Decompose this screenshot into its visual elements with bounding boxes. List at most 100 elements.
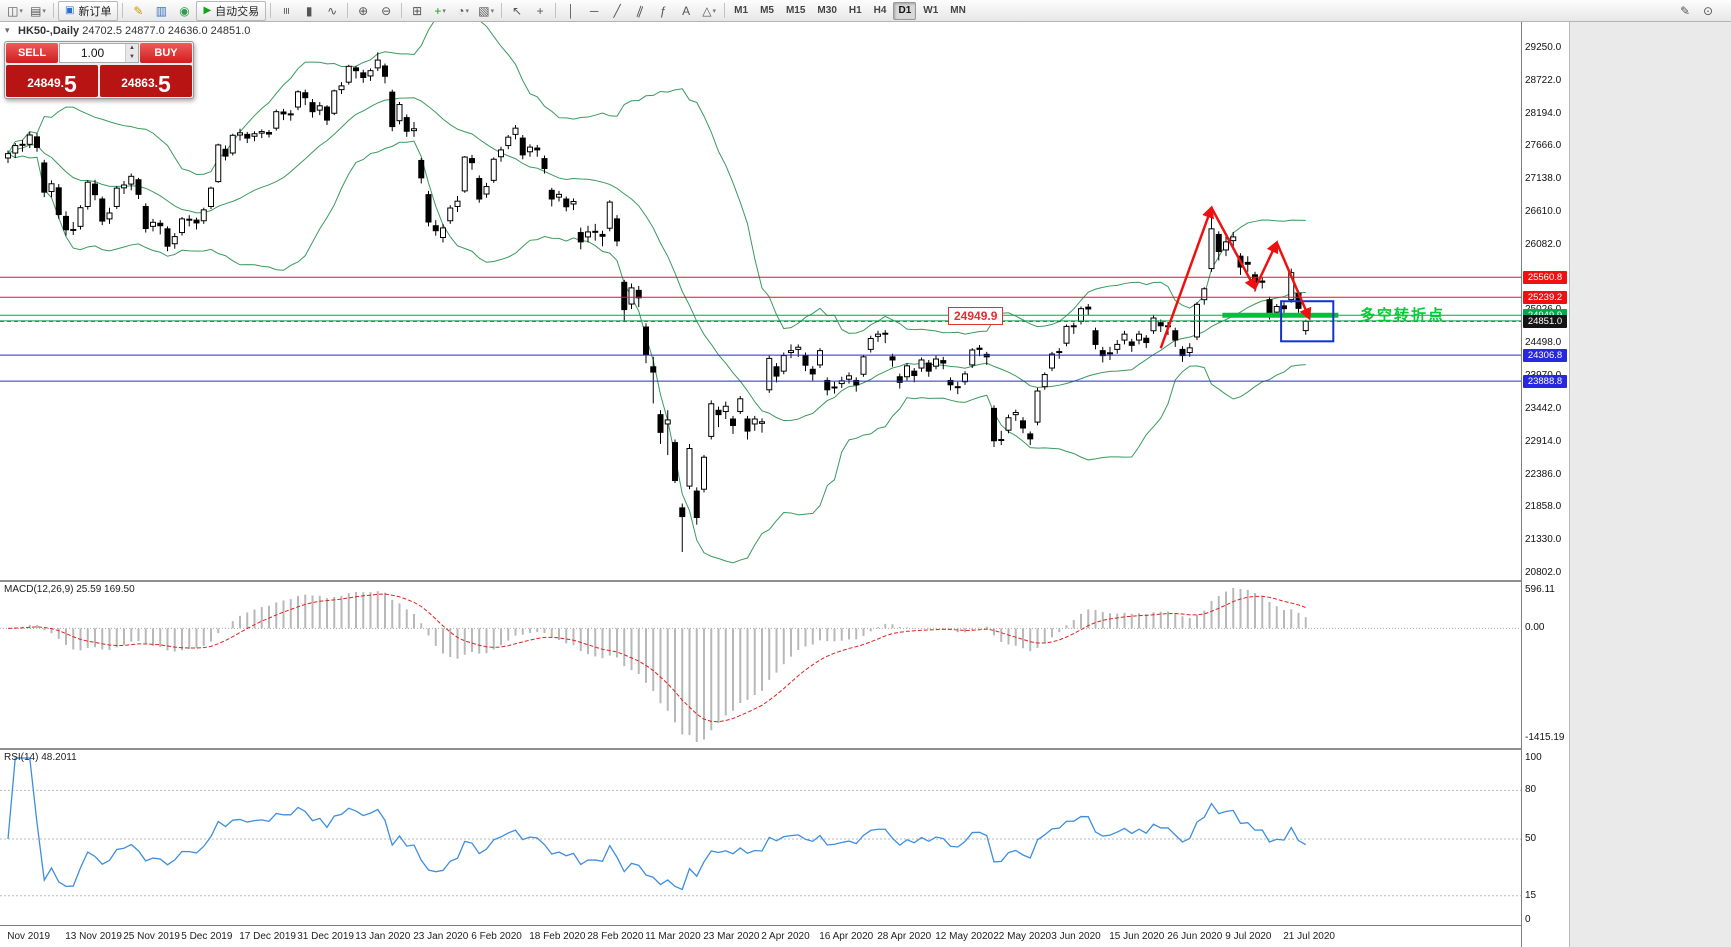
crosshair-icon[interactable]: +: [536, 3, 544, 18]
pane-splitter[interactable]: [0, 580, 1521, 582]
new-order-button[interactable]: ▣ 新订单: [58, 0, 119, 21]
trendline-icon[interactable]: ╱: [613, 3, 621, 18]
templates-icon[interactable]: ▧: [475, 1, 497, 21]
candlestick-chart-icon[interactable]: ▮: [305, 3, 313, 18]
volume-field[interactable]: 1.00 ▲ ▼: [59, 43, 139, 63]
buy-price[interactable]: 24863. 5: [100, 65, 192, 97]
rsi-axis-label: 50: [1525, 833, 1537, 844]
price-axis-label: 22386.0: [1525, 468, 1562, 480]
price-pane[interactable]: ▾ HK50-,Daily 24702.5 24877.0 24636.0 24…: [0, 22, 1521, 580]
date-label: 23 Jan 2020: [413, 931, 469, 942]
workspace: ▾ HK50-,Daily 24702.5 24877.0 24636.0 24…: [0, 22, 1731, 947]
candlestick-series: [5, 52, 1309, 552]
bar-chart-icon[interactable]: ≡: [279, 6, 294, 15]
price-axis-label: 21330.0: [1525, 534, 1562, 546]
rsi-axis-label: 100: [1525, 752, 1542, 763]
date-label: 23 Mar 2020: [703, 931, 760, 942]
price-axis-label: 26082.0: [1525, 238, 1562, 250]
sell-price[interactable]: 24849. 5: [6, 65, 98, 97]
equidistant-channel-icon[interactable]: ∥: [634, 2, 646, 19]
timeframe-button-h4[interactable]: H4: [873, 4, 887, 16]
date-label: 6 Feb 2020: [471, 931, 522, 942]
annotation-text-note[interactable]: 多空转折点: [1360, 307, 1446, 324]
toolbar-left-group: ◫▤▣新订单✎▥◉▶自动交易≡▮∿⊕⊖⊞+◔▧↖+│─╱∥ƒA△: [4, 0, 728, 21]
macd-chart: [0, 588, 1521, 742]
price-callout-label[interactable]: 24949.9: [948, 307, 1004, 325]
date-label: 9 Jul 2020: [1225, 931, 1272, 942]
right-empty-panel: [1569, 22, 1731, 947]
price-axis-label: 29250.0: [1525, 41, 1562, 53]
rsi-axis-label: 15: [1525, 889, 1537, 901]
periods-icon[interactable]: ◔: [452, 1, 474, 21]
timeframe-button-h1[interactable]: H1: [848, 4, 862, 16]
macd-signal-line: [7, 593, 1306, 723]
date-label: 28 Feb 2020: [587, 931, 644, 942]
date-label: 31 Dec 2019: [297, 931, 354, 942]
date-label: 15 Jun 2020: [1109, 931, 1165, 942]
zoom-in-icon[interactable]: ⊕: [358, 3, 369, 18]
price-axis-label: 27138.0: [1525, 173, 1562, 185]
timeframe-button-d1[interactable]: D1: [893, 1, 917, 20]
ohlc-values: 24702.5 24877.0 24636.0 24851.0: [82, 25, 251, 37]
metaeditor-icon[interactable]: ✎: [133, 3, 144, 18]
buy-button[interactable]: BUY: [140, 43, 192, 63]
volume-value[interactable]: 1.00: [80, 46, 105, 60]
text-icon[interactable]: A: [682, 3, 691, 18]
price-level-tag: 25560.8: [1523, 270, 1567, 284]
date-label: 12 May 2020: [935, 931, 994, 942]
date-label: 5 Dec 2019: [181, 931, 233, 942]
vertical-line-icon[interactable]: │: [567, 3, 575, 18]
rsi-line: [7, 757, 1307, 891]
macd-pane[interactable]: MACD(12,26,9) 25.59 169.50: [0, 582, 1521, 748]
time-axis[interactable]: Nov 2019 13 Nov 2019 25 Nov 2019 5 Dec 2019…: [0, 925, 1521, 947]
buy-price-big-digit: 5: [157, 71, 171, 97]
date-label: 3 Jun 2020: [1051, 931, 1101, 942]
chart-panel: ▾ HK50-,Daily 24702.5 24877.0 24636.0 24…: [0, 22, 1521, 947]
indicators-icon[interactable]: +: [429, 1, 451, 21]
one-click-toggle-icon[interactable]: ▾: [5, 25, 10, 35]
timeframe-button-m30[interactable]: M30: [817, 4, 837, 16]
timeframe-button-mn[interactable]: MN: [950, 4, 966, 16]
rsi-pane[interactable]: RSI(14) 48.2011: [0, 750, 1521, 925]
horizontal-level-lines[interactable]: [0, 276, 1521, 382]
macd-axis-label: 596.11: [1525, 584, 1555, 595]
drawn-annotations[interactable]: [1159, 205, 1339, 349]
tile-windows-icon[interactable]: ⊞: [412, 3, 423, 18]
date-label: 18 Feb 2020: [529, 931, 586, 942]
new-order-button-icon: ▣: [65, 5, 75, 16]
horizontal-line-icon[interactable]: ─: [589, 3, 599, 18]
profiles-icon[interactable]: ▤: [27, 1, 49, 21]
price-axis[interactable]: 29250.0 28722.0 28194.0 27666.0 27138.0 26610…: [1521, 22, 1569, 947]
date-label: 17 Dec 2019: [239, 931, 296, 942]
strategy-tester-icon[interactable]: ◉: [179, 3, 190, 18]
timeframe-button-m15[interactable]: M15: [785, 4, 806, 16]
toolbar-right-icon-1[interactable]: ✎: [1679, 3, 1691, 18]
line-chart-icon[interactable]: ∿: [327, 3, 338, 18]
timeframe-button-m5[interactable]: M5: [760, 4, 774, 16]
zoom-out-icon[interactable]: ⊖: [381, 3, 392, 18]
date-label: 13 Jan 2020: [355, 931, 411, 942]
price-chart: [0, 22, 1521, 564]
timeframe-button-m1[interactable]: M1: [734, 4, 749, 16]
sell-button[interactable]: SELL: [6, 43, 58, 63]
current-price-tag: 24851.0: [1523, 314, 1567, 328]
volume-down-button[interactable]: ▼: [129, 54, 135, 60]
volume-up-button[interactable]: ▲: [129, 45, 135, 51]
toolbar-right-icon-2[interactable]: ⊙: [1702, 3, 1714, 18]
arrows-icon[interactable]: △: [698, 1, 720, 21]
timeframe-button-w1[interactable]: W1: [923, 4, 939, 16]
price-axis-label: 27666.0: [1525, 140, 1562, 152]
pane-splitter[interactable]: [0, 748, 1521, 750]
fibonacci-icon[interactable]: ƒ: [659, 3, 667, 18]
sell-price-big-digit: 5: [63, 71, 77, 97]
autotrade-button[interactable]: ▶ 自动交易: [196, 0, 267, 21]
rsi-axis-label: 0: [1525, 914, 1531, 925]
toolbar-separator: [401, 3, 403, 18]
volume-spinner: ▲ ▼: [125, 44, 138, 62]
bollinger-bands: [7, 22, 1306, 564]
macd-histogram: [14, 588, 1307, 742]
new-chart-icon[interactable]: ◫: [4, 1, 26, 21]
cursor-icon[interactable]: ↖: [512, 3, 523, 18]
data-window-icon[interactable]: ▥: [155, 3, 168, 18]
rsi-chart: [0, 757, 1521, 897]
